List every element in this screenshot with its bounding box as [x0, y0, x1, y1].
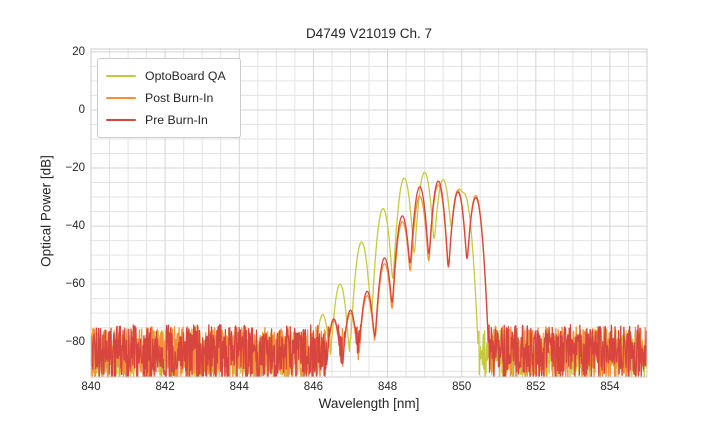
legend-label: Pre Burn-In — [145, 113, 208, 127]
legend-swatch — [106, 96, 136, 100]
x-tick-label: 850 — [452, 381, 472, 393]
legend: OptoBoard QA Post Burn-In Pre Burn-In — [97, 58, 241, 138]
chart-title: D4749 V21019 Ch. 7 — [305, 26, 433, 41]
legend-item: Pre Burn-In — [106, 109, 232, 131]
x-tick-label: 846 — [303, 381, 323, 393]
y-tick-label: −80 — [65, 336, 85, 349]
y-tick-label: −20 — [65, 162, 85, 174]
x-tick-label: 842 — [155, 381, 175, 393]
x-tick-label: 854 — [600, 381, 620, 393]
legend-swatch — [106, 118, 136, 122]
y-tick-label: 20 — [72, 45, 85, 58]
series-curves — [91, 171, 647, 377]
x-tick-label: 852 — [526, 381, 546, 393]
y-tick-label: −40 — [65, 220, 85, 233]
x-tick-label: 848 — [377, 381, 398, 393]
x-axis-label: Wavelength [nm] — [318, 396, 420, 411]
y-tick-label: −60 — [65, 278, 85, 291]
legend-item: OptoBoard QA — [106, 65, 232, 87]
y-tick-label: 0 — [78, 103, 85, 116]
legend-label: OptoBoard QA — [145, 69, 226, 83]
legend-item: Post Burn-In — [106, 87, 232, 109]
series-pre-burn-in — [91, 180, 647, 377]
x-tick-label: 844 — [229, 381, 249, 393]
legend-label: Post Burn-In — [145, 91, 214, 105]
plot-border — [90, 48, 648, 378]
legend-swatch — [106, 74, 136, 78]
x-tick-label: 840 — [81, 381, 101, 393]
